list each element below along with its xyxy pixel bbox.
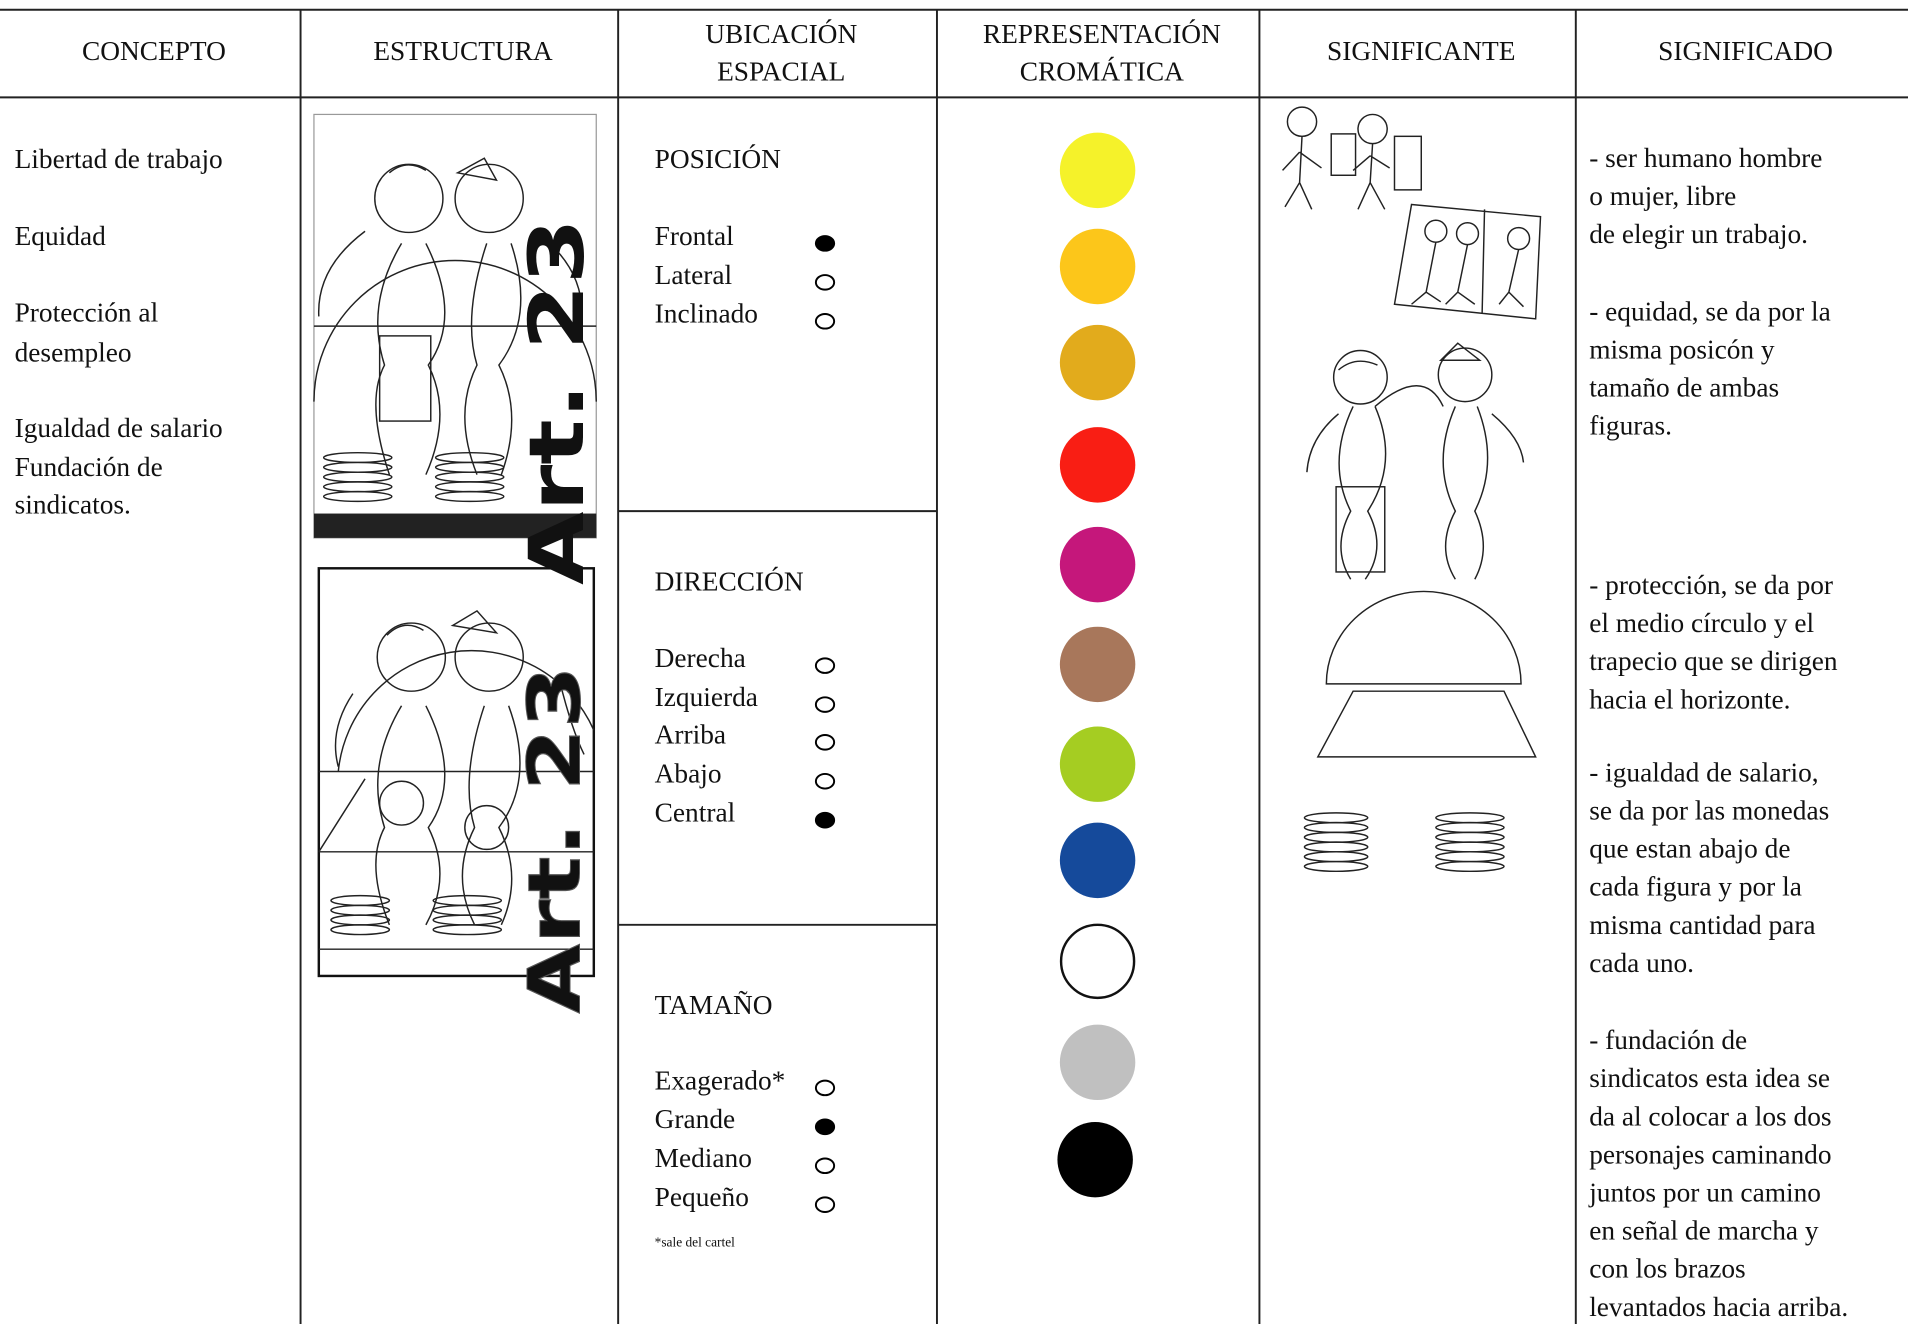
meaning-line: juntos por un camino <box>1588 1177 1821 1207</box>
meaning-line: personajes caminando <box>1589 1139 1831 1169</box>
concept-line: Libertad de trabajo <box>15 144 223 174</box>
option-label: Abajo <box>655 759 722 789</box>
column-header: SIGNIFICADO <box>1658 36 1833 66</box>
structure-sketch-2 <box>317 567 596 978</box>
meaning-line: de elegir un trabajo. <box>1589 219 1808 249</box>
radio-empty <box>814 734 836 751</box>
signifier-sketches <box>1282 106 1542 873</box>
meaning-line: figuras. <box>1589 411 1672 441</box>
meaning-line: con los brazos <box>1589 1254 1746 1284</box>
swatch <box>1059 526 1136 603</box>
radio-empty <box>814 1079 836 1097</box>
option-label: Exagerado* <box>655 1065 786 1095</box>
option-label: Inclinado <box>655 299 758 329</box>
option-label: Central <box>655 798 736 828</box>
meaning-line: o mujer, libre <box>1589 181 1736 211</box>
option-label: Derecha <box>655 643 746 673</box>
table-texts: CONCEPTO ESTRUCTURA UBICACIÓN ESPACIAL REPRE… <box>15 19 1849 1322</box>
meaning-line: - equidad, se da por la <box>1589 296 1831 326</box>
column-header: UBICACIÓN <box>705 19 857 49</box>
radio-selected <box>814 1118 836 1136</box>
radio-empty <box>814 1157 836 1175</box>
swatch <box>1059 324 1136 401</box>
swatch <box>1059 626 1136 703</box>
option-label: Grande <box>655 1104 736 1134</box>
radio-selected <box>814 811 836 829</box>
swatch <box>1059 822 1136 899</box>
column-header: ESTRUCTURA <box>373 36 553 66</box>
column-header: CROMÁTICA <box>1020 57 1184 87</box>
column-header: ESPACIAL <box>717 57 845 87</box>
option-label: Arriba <box>655 720 726 750</box>
meaning-line: da al colocar a los dos <box>1589 1101 1831 1131</box>
meaning-line: levantados hacia arriba. <box>1589 1292 1848 1322</box>
column-header: CONCEPTO <box>82 36 226 66</box>
swatch <box>1059 726 1136 802</box>
meaning-line: - fundación de <box>1589 1025 1747 1055</box>
concept-line: Equidad <box>15 221 106 251</box>
poster-label: Art. 23 <box>513 218 601 585</box>
color-swatches <box>1057 132 1136 1198</box>
section-title: POSICIÓN <box>655 144 781 174</box>
radio-empty <box>814 274 836 291</box>
meaning-line: sindicatos esta idea se <box>1589 1063 1830 1093</box>
option-label: Izquierda <box>655 682 758 712</box>
column-header: SIGNIFICANTE <box>1327 36 1515 66</box>
meaning-line: se da por las monedas <box>1589 796 1829 826</box>
meaning-line: - protección, se da por <box>1589 570 1833 600</box>
option-label: Lateral <box>655 260 733 290</box>
swatch <box>1059 923 1136 1000</box>
concept-line: Protección al <box>15 297 159 327</box>
meaning-line: - igualdad de salario, <box>1589 757 1818 787</box>
swatch <box>1059 1024 1136 1101</box>
swatch <box>1057 1121 1133 1198</box>
option-label: Pequeño <box>655 1182 749 1212</box>
section-title: DIRECCIÓN <box>655 566 804 596</box>
meaning-line: misma posicón y <box>1589 334 1775 364</box>
column-header: REPRESENTACIÓN <box>983 19 1221 49</box>
radio-selected <box>814 235 836 252</box>
meaning-line: el medio círculo y el <box>1589 608 1814 638</box>
swatch <box>1059 228 1136 305</box>
swatch <box>1059 427 1136 503</box>
radio-empty <box>814 313 836 330</box>
meaning-line: trapecio que se dirigen <box>1589 646 1838 676</box>
meaning-line: cada figura y por la <box>1589 872 1802 902</box>
table-rules <box>0 8 1908 1324</box>
concept-line: Igualdad de salario <box>15 413 223 443</box>
section-title: TAMAÑO <box>655 990 773 1020</box>
concept-line: Fundación de <box>15 452 163 482</box>
radio-empty <box>814 1196 836 1213</box>
structure-sketch-1 <box>313 113 597 539</box>
poster-label: Art. 23 <box>513 666 597 1014</box>
swatch <box>1059 132 1136 209</box>
meaning-line: cada uno. <box>1589 948 1694 978</box>
meaning-line: tamaño de ambas <box>1589 372 1779 402</box>
meaning-line: misma cantidad para <box>1589 910 1815 940</box>
radio-empty <box>814 657 836 674</box>
footnote: *sale del cartel <box>655 1235 735 1250</box>
concept-line: desempleo <box>15 338 132 368</box>
option-label: Mediano <box>655 1143 752 1173</box>
concept-line: sindicatos. <box>15 490 131 520</box>
meaning-line: que estan abajo de <box>1589 834 1790 864</box>
meaning-line: hacia el horizonte. <box>1589 684 1790 714</box>
radio-empty <box>814 696 836 713</box>
option-label: Frontal <box>655 221 734 251</box>
meaning-line: - ser humano hombre <box>1589 143 1822 173</box>
meaning-line: en señal de marcha y <box>1589 1216 1819 1246</box>
radio-empty <box>814 772 836 790</box>
